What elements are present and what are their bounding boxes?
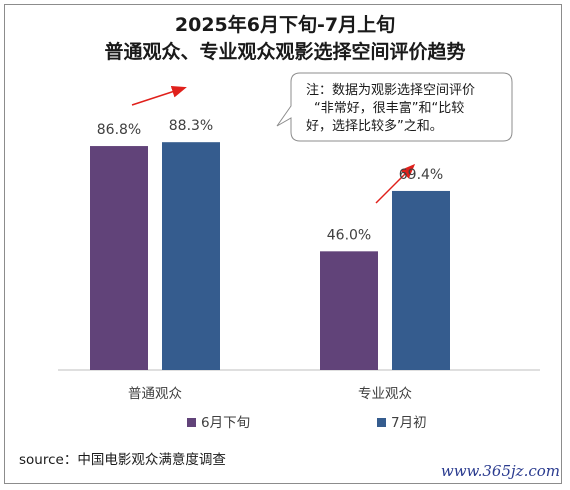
bar-value-label-1-1: 86.8% bbox=[97, 122, 141, 138]
note-callout-box bbox=[276, 72, 513, 142]
legend-swatch-2 bbox=[377, 418, 386, 427]
category-label-1: 普通观众 bbox=[128, 386, 182, 402]
chart-title-line2: 普通观众、专业观众观影选择空间评价趋势 bbox=[104, 41, 466, 63]
bar-1-2 bbox=[320, 251, 378, 370]
bar-value-label-2-2: 69.4% bbox=[399, 167, 443, 183]
legend-label-1: 6月下旬 bbox=[201, 415, 250, 431]
bar-value-label-2-1: 88.3% bbox=[169, 118, 213, 134]
trend-arrow-professional bbox=[375, 163, 416, 204]
source-note: source：中国电影观众满意度调查 bbox=[19, 452, 226, 468]
note-line-2: “非常好，很丰富”和“比较 bbox=[314, 100, 464, 116]
category-label-2: 专业观众 bbox=[358, 386, 412, 402]
bar-2-1 bbox=[162, 142, 220, 370]
bar-1-1 bbox=[90, 146, 148, 370]
chart-title-line1: 2025年6月下旬-7月上旬 bbox=[174, 14, 396, 36]
legend-swatch-1 bbox=[187, 418, 196, 427]
legend-label-2: 7月初 bbox=[391, 414, 427, 431]
note-line-3: 好，选择比较多”之和。 bbox=[306, 118, 443, 134]
trend-arrow-general bbox=[131, 86, 187, 106]
bar-2-2 bbox=[392, 190, 450, 370]
note-line-1: 注：数据为观影选择空间评价 bbox=[306, 83, 475, 98]
watermark: www.365jz.com bbox=[440, 462, 560, 480]
bar-value-label-1-2: 46.0% bbox=[327, 227, 371, 243]
